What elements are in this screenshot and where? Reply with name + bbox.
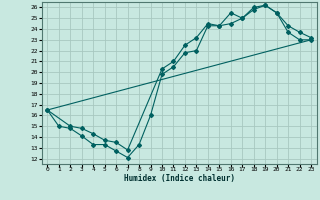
X-axis label: Humidex (Indice chaleur): Humidex (Indice chaleur) bbox=[124, 174, 235, 183]
